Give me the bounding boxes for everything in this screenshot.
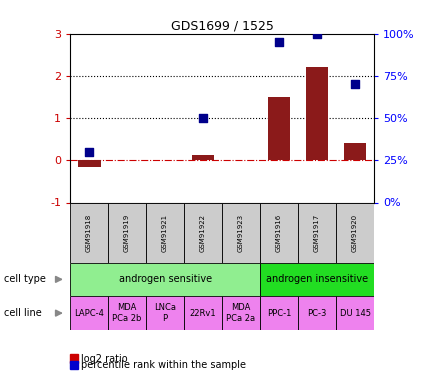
Point	[86, 149, 93, 155]
Text: LNCa
P: LNCa P	[154, 303, 176, 323]
Text: LAPC-4: LAPC-4	[74, 309, 104, 318]
Text: GSM91917: GSM91917	[314, 213, 320, 252]
Bar	[336, 202, 374, 262]
Bar	[336, 296, 374, 330]
Bar	[78, 160, 100, 166]
Text: log2 ratio: log2 ratio	[81, 354, 128, 363]
Text: GSM91922: GSM91922	[200, 213, 206, 252]
Text: androgen insensitive: androgen insensitive	[266, 274, 368, 284]
Text: DU 145: DU 145	[340, 309, 371, 318]
Bar	[343, 142, 366, 160]
Bar	[298, 296, 336, 330]
Text: cell type: cell type	[4, 274, 46, 284]
Bar	[268, 97, 290, 160]
Bar	[260, 262, 374, 296]
Title: GDS1699 / 1525: GDS1699 / 1525	[170, 20, 274, 33]
Text: GSM91920: GSM91920	[352, 213, 358, 252]
Bar	[184, 296, 222, 330]
Text: GSM91919: GSM91919	[124, 213, 130, 252]
Bar	[260, 202, 298, 262]
Text: GSM91916: GSM91916	[276, 213, 282, 252]
Bar	[192, 155, 215, 160]
Bar	[306, 68, 329, 160]
Bar	[108, 296, 146, 330]
Text: MDA
PCa 2b: MDA PCa 2b	[113, 303, 142, 323]
Bar	[260, 296, 298, 330]
Text: percentile rank within the sample: percentile rank within the sample	[81, 360, 246, 370]
Text: MDA
PCa 2a: MDA PCa 2a	[227, 303, 255, 323]
Point	[276, 39, 283, 45]
Text: GSM91923: GSM91923	[238, 213, 244, 252]
Bar	[108, 202, 146, 262]
Text: cell line: cell line	[4, 308, 42, 318]
Text: PPC-1: PPC-1	[267, 309, 291, 318]
Bar	[184, 202, 222, 262]
Point	[351, 81, 358, 87]
Text: 22Rv1: 22Rv1	[190, 309, 216, 318]
Bar	[146, 202, 184, 262]
Bar	[222, 202, 260, 262]
Text: GSM91918: GSM91918	[86, 213, 92, 252]
Bar	[146, 296, 184, 330]
Point	[200, 115, 207, 121]
Text: androgen sensitive: androgen sensitive	[119, 274, 212, 284]
Text: GSM91921: GSM91921	[162, 213, 168, 252]
Bar	[298, 202, 336, 262]
Point	[314, 31, 320, 37]
Text: PC-3: PC-3	[307, 309, 327, 318]
Bar	[70, 296, 108, 330]
Bar	[70, 202, 108, 262]
Bar	[222, 296, 260, 330]
Bar	[70, 262, 260, 296]
